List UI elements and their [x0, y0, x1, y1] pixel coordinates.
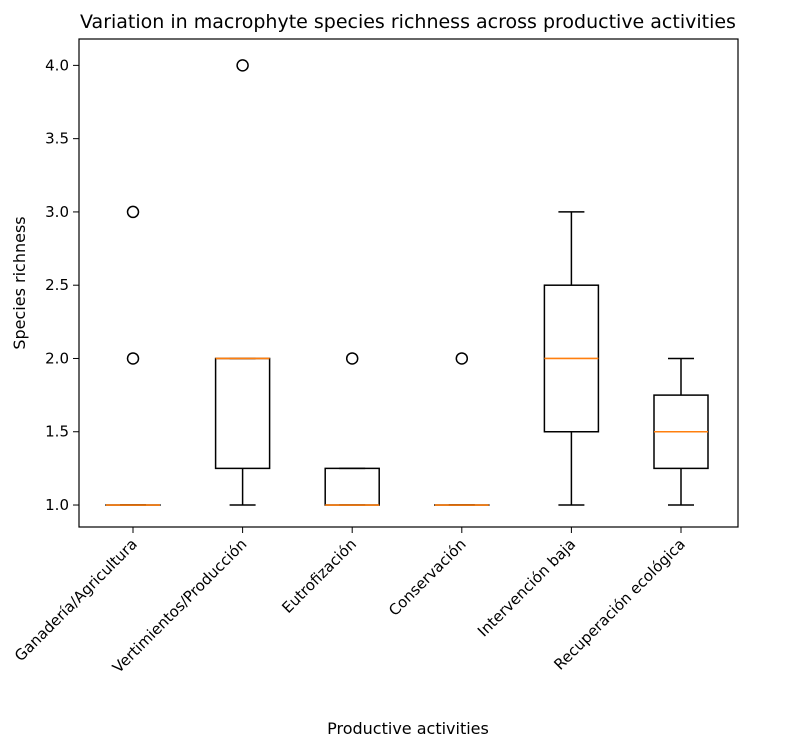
x-tick-label: Ganadería/Agricultura — [11, 535, 141, 665]
box-body — [214, 357, 271, 470]
box-body — [324, 467, 380, 506]
outlier-point — [236, 59, 249, 72]
y-tick-label: 2.5 — [45, 276, 69, 294]
outlier-point — [455, 352, 469, 365]
box-6 — [653, 357, 709, 506]
plot-area — [105, 59, 709, 506]
box-1 — [105, 205, 161, 506]
y-axis-label: Species richness — [10, 216, 29, 349]
x-axis-label: Productive activities — [327, 719, 489, 735]
y-tick-label: 1.0 — [45, 496, 69, 514]
chart-title: Variation in macrophyte species richness… — [80, 11, 736, 33]
plot-frame — [78, 38, 739, 528]
x-tick-label: Eutrofización — [278, 535, 360, 617]
x-tick-label: Intervención baja — [474, 535, 579, 640]
y-tick-label: 3.5 — [45, 130, 69, 148]
y-tick-label: 4.0 — [45, 56, 69, 74]
outlier-point — [345, 352, 359, 365]
box-4 — [434, 352, 490, 506]
box-2 — [214, 59, 271, 506]
outlier-point — [126, 205, 140, 219]
y-tick-label: 2.0 — [45, 349, 69, 367]
outlier-point — [126, 352, 140, 365]
y-tick-label: 3.0 — [45, 203, 69, 221]
x-tick-label: Conservación — [385, 535, 470, 620]
y-tick-label: 1.5 — [45, 423, 69, 441]
box-5 — [543, 211, 600, 506]
box-3 — [324, 352, 380, 506]
